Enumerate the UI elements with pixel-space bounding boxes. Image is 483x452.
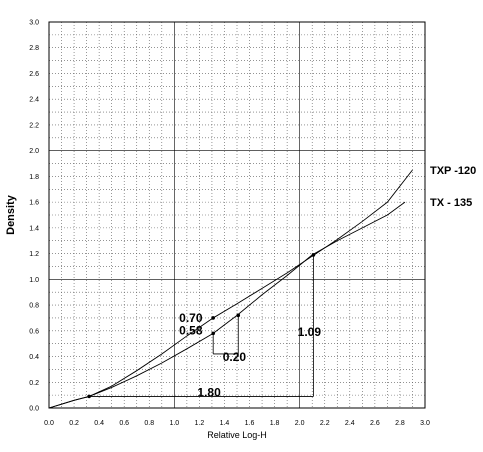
y-tick-label: 1.8: [29, 174, 39, 181]
x-tick-label: 0.0: [44, 420, 54, 427]
annotation-label: 0.20: [223, 350, 247, 364]
x-tick-label: 2.6: [370, 420, 380, 427]
annotation-label: 1.80: [197, 385, 221, 399]
grid: [49, 22, 425, 408]
series-label-tx-135: TX - 135: [430, 197, 472, 209]
data-marker: [311, 253, 316, 257]
data-marker: [211, 331, 215, 336]
x-tick-labels: 0.0 0.2 0.4 0.6 0.8 1.0 1.2 1.4 1.6 1.8 2.0 2.2 2.4 2…: [44, 420, 430, 427]
x-tick-label: 2.4: [345, 420, 355, 427]
x-tick-label: 1.4: [220, 420, 230, 427]
y-tick-label: 3.0: [29, 20, 39, 27]
y-tick-labels: 0.0 0.2 0.4 0.6 0.8 1.0 1.2 1.4 1.6 1.8 2.0 2.2 2.4 2…: [29, 20, 39, 413]
x-tick-label: 1.6: [245, 420, 255, 427]
annotation-label: 1.09: [298, 325, 322, 339]
annotations: 0.700.58 0.20 1.09 1.80: [179, 311, 321, 399]
x-tick-label: 0.4: [94, 420, 104, 427]
y-tick-label: 2.8: [29, 45, 39, 52]
series-line-0: [48, 169, 413, 409]
x-axis-label: Relative Log-H: [207, 430, 267, 440]
x-tick-label: 0.2: [69, 420, 79, 427]
y-tick-label: 2.6: [29, 71, 39, 78]
construction-lines: [89, 254, 314, 397]
y-tick-label: 0.4: [29, 354, 39, 361]
y-tick-label: 2.0: [29, 148, 39, 155]
x-tick-label: 1.0: [169, 420, 179, 427]
annotation-label: 0.70: [179, 311, 203, 325]
data-marker: [87, 394, 91, 399]
plot-frame: [48, 21, 426, 409]
y-tick-label: 0.8: [29, 303, 39, 310]
y-tick-label: 1.2: [29, 251, 39, 258]
y-tick-label: 1.4: [29, 225, 39, 232]
x-tick-label: 0.8: [144, 420, 154, 427]
x-tick-label: 1.2: [195, 420, 205, 427]
y-tick-label: 0.2: [29, 380, 39, 387]
annotation-label: 0.58: [179, 323, 203, 337]
y-tick-label: 0.6: [29, 328, 39, 335]
data-marker: [211, 316, 215, 320]
x-tick-label: 2.2: [320, 420, 330, 427]
series-label-txp-120: TXP -120: [430, 165, 476, 177]
x-tick-label: 2.0: [295, 420, 305, 427]
y-tick-label: 2.2: [29, 122, 39, 129]
data-marker: [236, 313, 241, 318]
y-tick-label: 1.6: [29, 200, 39, 207]
series-lines: [48, 169, 413, 409]
markers: [87, 253, 316, 399]
y-tick-label: 1.0: [29, 277, 39, 284]
x-tick-label: 2.8: [395, 420, 405, 427]
x-tick-label: 1.8: [270, 420, 280, 427]
x-tick-label: 3.0: [420, 420, 430, 427]
y-tick-label: 2.4: [29, 97, 39, 104]
y-tick-label: 0.0: [29, 406, 39, 413]
y-axis-label: Density: [5, 194, 17, 235]
x-tick-label: 0.6: [119, 420, 129, 427]
